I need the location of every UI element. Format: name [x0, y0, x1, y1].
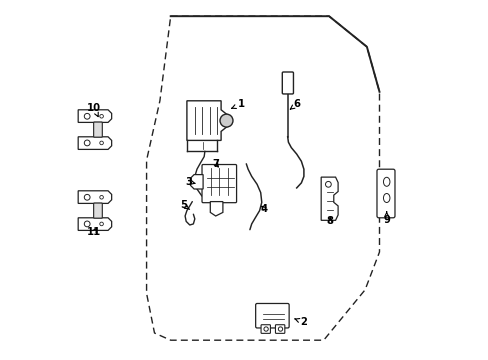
- Text: 9: 9: [383, 212, 389, 225]
- Ellipse shape: [383, 177, 389, 186]
- Polygon shape: [78, 110, 111, 122]
- Text: 8: 8: [326, 216, 333, 226]
- FancyBboxPatch shape: [94, 122, 102, 137]
- Circle shape: [278, 327, 282, 331]
- Polygon shape: [190, 175, 203, 189]
- Polygon shape: [78, 218, 111, 230]
- Circle shape: [100, 195, 103, 199]
- Circle shape: [100, 114, 103, 118]
- Text: 10: 10: [87, 103, 101, 117]
- Circle shape: [84, 221, 90, 227]
- Ellipse shape: [383, 194, 389, 202]
- Text: 6: 6: [289, 99, 300, 109]
- Circle shape: [84, 140, 90, 146]
- Circle shape: [264, 327, 268, 331]
- Polygon shape: [210, 202, 223, 216]
- FancyBboxPatch shape: [255, 303, 288, 328]
- Circle shape: [84, 194, 90, 200]
- Text: 4: 4: [260, 204, 267, 214]
- FancyBboxPatch shape: [282, 72, 293, 94]
- Polygon shape: [321, 177, 337, 220]
- FancyBboxPatch shape: [261, 325, 270, 333]
- FancyBboxPatch shape: [376, 169, 394, 218]
- Circle shape: [84, 113, 90, 119]
- Polygon shape: [78, 191, 111, 203]
- Circle shape: [325, 181, 330, 187]
- FancyBboxPatch shape: [94, 203, 102, 218]
- FancyBboxPatch shape: [275, 325, 284, 333]
- Text: 5: 5: [180, 200, 189, 210]
- Polygon shape: [78, 137, 111, 149]
- Circle shape: [100, 141, 103, 145]
- Text: 7: 7: [212, 159, 219, 169]
- Circle shape: [100, 222, 103, 226]
- Text: 3: 3: [185, 177, 195, 187]
- Circle shape: [220, 114, 232, 127]
- Polygon shape: [186, 101, 230, 140]
- Text: 2: 2: [294, 317, 307, 327]
- FancyBboxPatch shape: [202, 165, 236, 203]
- Text: 1: 1: [231, 99, 244, 109]
- Text: 11: 11: [87, 227, 101, 237]
